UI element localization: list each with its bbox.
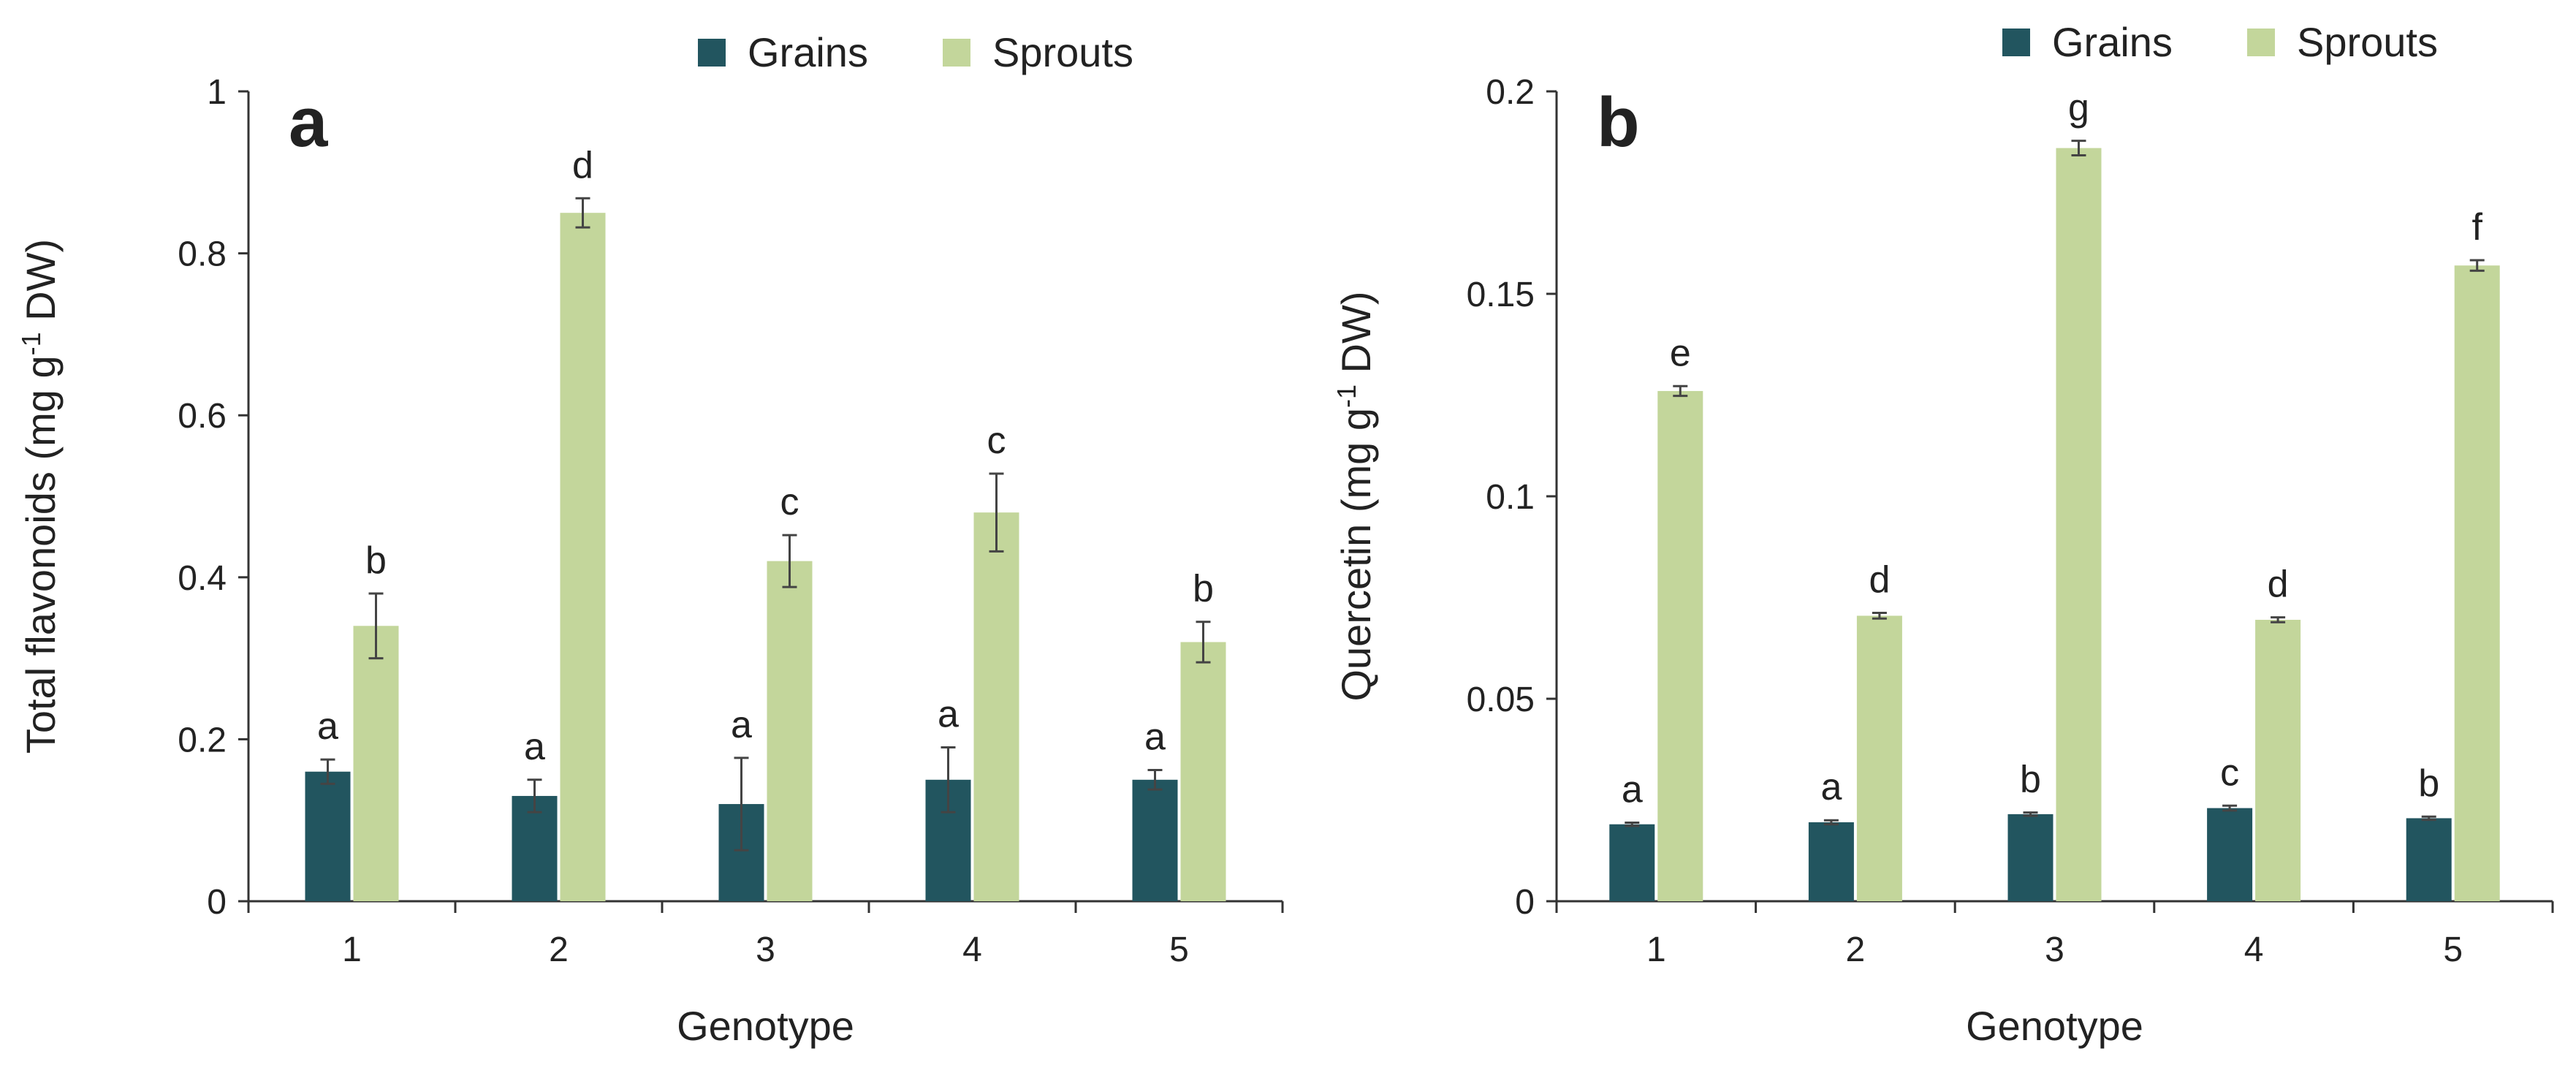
x-tick-label: 5 [1169,930,1189,969]
y-axis-title-end: DW) [18,239,64,333]
bar-grains [512,795,558,901]
legend-swatch-sprouts [2247,29,2275,56]
significance-label: b [2418,762,2439,805]
bar-sprouts [1180,642,1226,901]
significance-label: b [1193,568,1214,610]
panel-a: 0 0.2 0.4 0.6 0.8 1 1 a b 2 a d 3 a c 4 a c 5 a b a Genotype To… [16,29,1284,1049]
y-tick-label: 0.1 [1486,478,1535,517]
bar-sprouts [2056,148,2102,901]
y-tick-label: 0.2 [1486,73,1535,112]
bar-sprouts [1856,615,1902,901]
significance-label: a [317,705,338,748]
bar-grains [1132,779,1178,901]
legend-label-grains: Grains [2052,19,2173,65]
bar-sprouts [353,626,399,901]
significance-label: a [1820,766,1842,808]
bar-sprouts [2255,619,2301,901]
significance-label: c [987,420,1006,462]
legend-swatch-grains [698,39,726,67]
y-axis-title: Quercetin (mg g-1 DW) [1331,291,1379,701]
x-tick-label: 3 [2045,930,2064,969]
panel-letter: b [1597,83,1640,162]
y-tick-label: 0.4 [178,559,227,598]
x-tick-label: 4 [2244,930,2264,969]
significance-label: c [2220,751,2239,794]
significance-label: a [1622,769,1643,811]
y-tick-label: 0.2 [178,721,227,759]
y-tick-label: 0 [1515,883,1535,922]
legend-label-sprouts: Sprouts [2297,19,2438,65]
y-axis-title-end: DW) [1333,291,1379,384]
y-axis-title-main: Total flavonoids (mg g [18,355,64,754]
y-axis-title-superscript: -1 [1331,384,1361,408]
x-axis-title: Genotype [1966,1003,2143,1049]
significance-label: d [572,144,593,186]
x-tick-label: 3 [756,930,775,969]
x-tick-label: 2 [549,930,569,969]
bar-sprouts [767,561,813,901]
panel-b: 0 0.05 0.1 0.15 0.2 1 a e 2 a d 3 b g 4 c d 5 b f b Genotype Q… [1331,19,2554,1049]
bar-sprouts [973,512,1019,901]
bar-grains [2406,818,2452,901]
bar-sprouts [2454,265,2500,902]
bar-sprouts [560,213,606,901]
significance-label: b [2020,759,2041,801]
significance-label: e [1670,332,1691,374]
x-tick-label: 1 [1646,930,1666,969]
bar-grains [305,771,351,901]
y-tick-label: 0.05 [1467,680,1535,719]
y-tick-label: 0.8 [178,235,227,274]
bar-sprouts [1657,390,1703,901]
legend-swatch-grains [2002,29,2030,56]
x-tick-label: 1 [342,930,362,969]
legend-swatch-sprouts [943,39,970,67]
significance-label: a [524,726,545,768]
y-axis-title-superscript: -1 [16,332,46,355]
y-axis-title-main: Quercetin (mg g [1333,408,1379,702]
significance-label: a [731,704,752,746]
significance-label: a [1144,716,1166,759]
significance-label: c [780,481,799,523]
bar-grains [1609,824,1655,901]
y-tick-label: 0 [207,883,227,922]
y-tick-label: 0.6 [178,397,227,436]
x-tick-label: 2 [1846,930,1866,969]
bar-grains [2207,808,2253,901]
x-tick-label: 4 [962,930,982,969]
y-tick-label: 1 [207,73,227,112]
y-axis-title: Total flavonoids (mg g-1 DW) [16,239,64,754]
significance-label: a [938,693,959,735]
significance-label: f [2471,206,2482,249]
significance-label: d [2268,564,2289,606]
panel-letter: a [289,83,328,162]
significance-label: d [1869,559,1890,602]
significance-label: g [2068,87,2089,129]
y-tick-label: 0.15 [1467,276,1535,314]
x-axis-title: Genotype [677,1003,854,1049]
bar-grains [2007,814,2053,901]
legend-label-sprouts: Sprouts [992,29,1133,75]
bar-grains [1808,822,1854,901]
legend-label-grains: Grains [748,29,868,75]
significance-label: b [365,539,387,582]
x-tick-label: 5 [2443,930,2463,969]
